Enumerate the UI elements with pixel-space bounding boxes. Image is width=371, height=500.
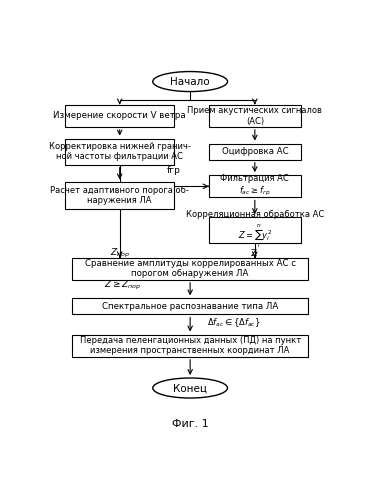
Text: $Z \geq Z_{пор}$: $Z \geq Z_{пор}$ <box>104 278 141 292</box>
FancyBboxPatch shape <box>209 104 301 127</box>
Text: Z: Z <box>250 249 256 258</box>
FancyBboxPatch shape <box>209 217 301 244</box>
Text: Измерение скорости V ветра: Измерение скорости V ветра <box>53 112 186 120</box>
FancyBboxPatch shape <box>72 298 308 314</box>
Text: Передача пеленгационных данных (ПД) на пункт
измерения пространственных координа: Передача пеленгационных данных (ПД) на п… <box>79 336 301 355</box>
FancyBboxPatch shape <box>65 182 174 208</box>
Text: Спектральное распознавание типа ЛА: Спектральное распознавание типа ЛА <box>102 302 278 311</box>
Text: Расчет адаптивного порога об-
наружения ЛА: Расчет адаптивного порога об- наружения … <box>50 186 189 205</box>
FancyBboxPatch shape <box>65 104 174 127</box>
Text: Прием акустических сигналов
(АС): Прием акустических сигналов (АС) <box>187 106 322 126</box>
Text: Корреляционная обработка АС
$Z = \sum_{i}^{n} y_i^2$: Корреляционная обработка АС $Z = \sum_{i… <box>186 210 324 250</box>
FancyBboxPatch shape <box>209 175 301 198</box>
Text: Корректировка нижней гранич-
ной частоты фильтрации АС: Корректировка нижней гранич- ной частоты… <box>49 142 191 162</box>
Text: Сравнение амплитуды коррелированных АС с
порогом обнаружения ЛА: Сравнение амплитуды коррелированных АС с… <box>85 259 296 278</box>
Text: $Z_{пор}$: $Z_{пор}$ <box>110 247 130 260</box>
Text: $\Delta f_{ас} \in \{\Delta f_{ас}\}$: $\Delta f_{ас} \in \{\Delta f_{ас}\}$ <box>207 316 261 329</box>
Text: Начало: Начало <box>170 76 210 86</box>
Text: Оцифровка АС: Оцифровка АС <box>221 147 288 156</box>
FancyBboxPatch shape <box>65 138 174 164</box>
Text: Фильтрация АС
$f_{ас} \geq f_{гр}$: Фильтрация АС $f_{ас} \geq f_{гр}$ <box>220 174 289 198</box>
Ellipse shape <box>153 378 227 398</box>
FancyBboxPatch shape <box>209 144 301 160</box>
Ellipse shape <box>153 72 227 92</box>
Text: Фиг. 1: Фиг. 1 <box>172 419 209 429</box>
FancyBboxPatch shape <box>72 258 308 280</box>
FancyBboxPatch shape <box>72 334 308 357</box>
Text: fгр: fгр <box>167 166 181 175</box>
Text: Конец: Конец <box>173 383 207 393</box>
